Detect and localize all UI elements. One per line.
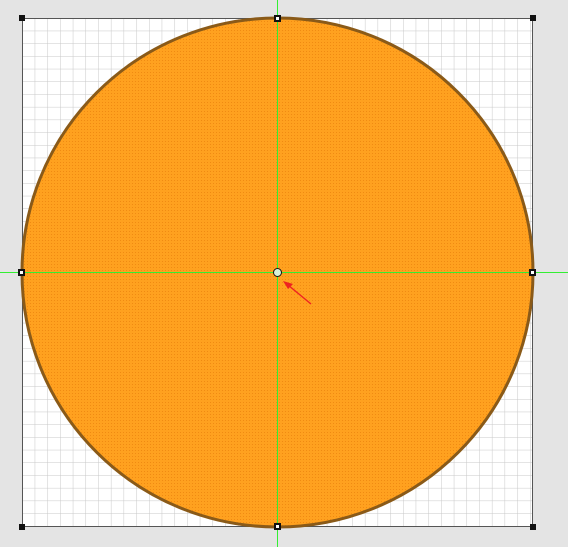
resize-handle-bottom-left[interactable]: [19, 524, 25, 530]
red-arrow-pointer-icon: [283, 281, 312, 305]
resize-handle-bottom-right[interactable]: [530, 524, 536, 530]
resize-handle-top-left[interactable]: [19, 15, 25, 21]
connection-point-top[interactable]: [274, 15, 281, 22]
connection-point-right[interactable]: [529, 269, 536, 276]
center-handle[interactable]: [273, 268, 282, 277]
resize-handle-top-right[interactable]: [530, 15, 536, 21]
connection-point-bottom[interactable]: [274, 523, 281, 530]
connection-point-left[interactable]: [18, 269, 25, 276]
